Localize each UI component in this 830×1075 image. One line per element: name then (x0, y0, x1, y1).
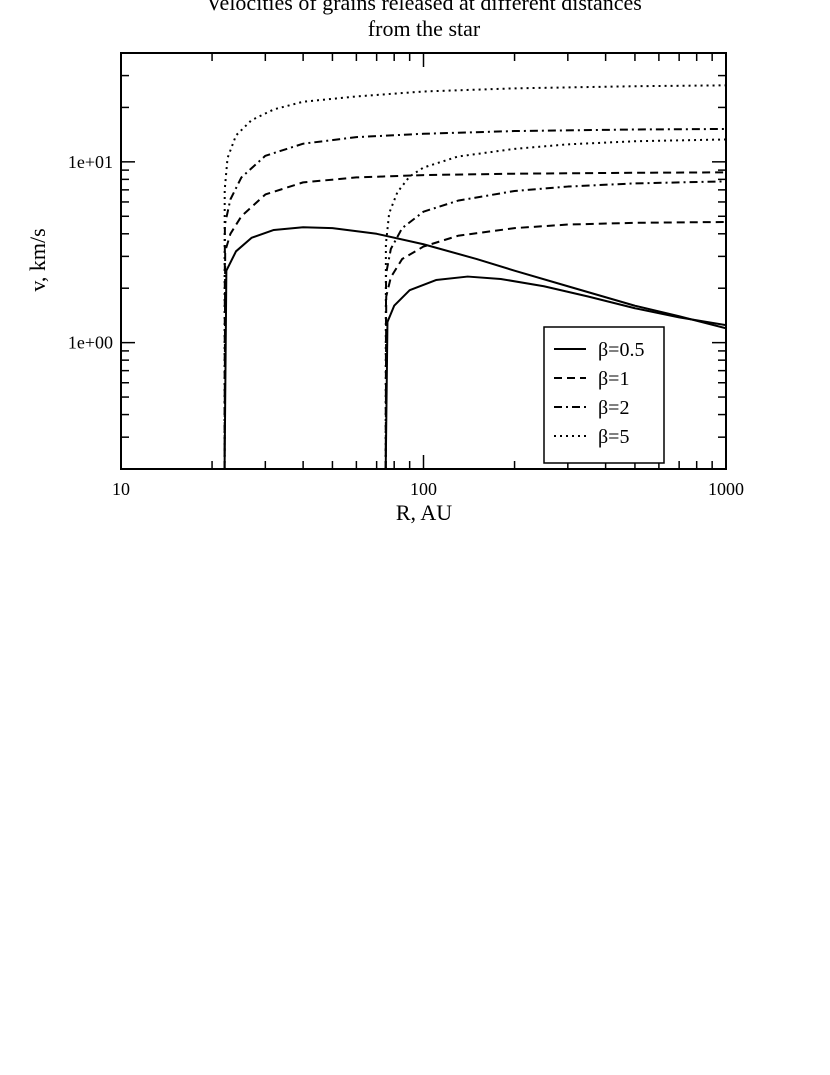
plot-frame (120, 52, 727, 470)
series-line-beta-2-r22 (223, 127, 726, 469)
series-line-beta-0_5-r22 (223, 226, 726, 469)
x-tick-label: 10 (112, 479, 130, 499)
legend-label: β=5 (598, 426, 629, 448)
x-tick-label: 1000 (708, 479, 744, 499)
chart-title-line-2: from the star (368, 16, 481, 41)
x-axis-label: R, AU (396, 500, 452, 525)
chart-title-line-1: Velocities of grains released at differe… (206, 0, 642, 15)
series-line-beta-1-r22 (223, 171, 726, 469)
y-axis-label: v, km/s (25, 228, 50, 291)
legend: β=0.5 β=1 β=2 β=5 (543, 326, 665, 464)
axis-tick-labels: 10 100 1000 1e+00 1e+01 (68, 152, 744, 499)
series-line-beta-1-r75 (384, 220, 726, 469)
legend-label: β=2 (598, 397, 629, 419)
legend-label: β=0.5 (598, 339, 644, 361)
legend-label: β=1 (598, 368, 629, 390)
series-line-beta-2-r75 (384, 180, 726, 469)
y-tick-label: 1e+01 (68, 152, 113, 172)
series-group (223, 84, 726, 469)
y-tick-label: 1e+00 (68, 333, 113, 353)
plot-area (120, 52, 727, 470)
series-line-beta-0_5-r75 (384, 275, 726, 469)
x-tick-label: 100 (410, 479, 437, 499)
series-line-beta-5-r22 (223, 84, 726, 469)
chart-title: Velocities of grains released at differe… (206, 0, 642, 41)
